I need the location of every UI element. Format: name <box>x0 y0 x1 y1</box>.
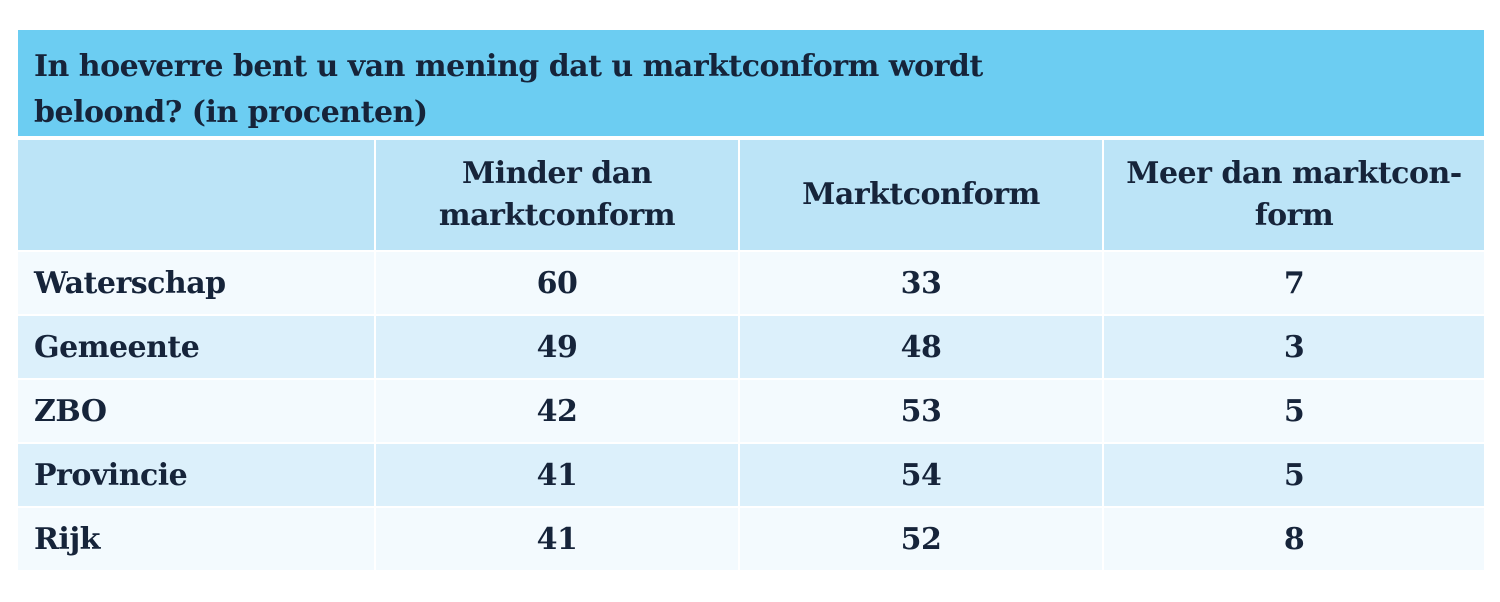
cell-value: 5 <box>1103 379 1484 443</box>
cell-value: 49 <box>375 315 739 379</box>
column-header-meer: Meer dan marktcon-form <box>1103 139 1484 251</box>
cell-value: 3 <box>1103 315 1484 379</box>
column-header-label: Minder dan marktconform <box>427 153 687 237</box>
table-card: In hoeverre bent u van mening dat u mark… <box>18 30 1484 570</box>
cell-value: 53 <box>739 379 1103 443</box>
title-bar: In hoeverre bent u van mening dat u mark… <box>18 30 1484 138</box>
cell-value: 60 <box>375 251 739 315</box>
cell-value: 48 <box>739 315 1103 379</box>
table-row: Waterschap 60 33 7 <box>18 251 1484 315</box>
row-label: Waterschap <box>18 251 375 315</box>
row-label: Rijk <box>18 507 375 570</box>
cell-value: 7 <box>1103 251 1484 315</box>
cell-value: 41 <box>375 507 739 570</box>
cell-value: 33 <box>739 251 1103 315</box>
cell-value: 41 <box>375 443 739 507</box>
column-header-label: Meer dan marktcon-form <box>1119 153 1469 237</box>
cell-value: 5 <box>1103 443 1484 507</box>
header-row: Minder dan marktconform Marktconform Mee… <box>18 139 1484 251</box>
cell-value: 8 <box>1103 507 1484 570</box>
table-row: Gemeente 49 48 3 <box>18 315 1484 379</box>
header-corner <box>18 139 375 251</box>
cell-value: 42 <box>375 379 739 443</box>
row-label: ZBO <box>18 379 375 443</box>
table-row: ZBO 42 53 5 <box>18 379 1484 443</box>
table-row: Rijk 41 52 8 <box>18 507 1484 570</box>
row-label: Gemeente <box>18 315 375 379</box>
table-row: Provincie 41 54 5 <box>18 443 1484 507</box>
cell-value: 54 <box>739 443 1103 507</box>
data-table: Minder dan marktconform Marktconform Mee… <box>18 138 1484 570</box>
row-label: Provincie <box>18 443 375 507</box>
column-header-label: Marktconform <box>802 174 1040 216</box>
table-title: In hoeverre bent u van mening dat u mark… <box>34 44 1114 136</box>
cell-value: 52 <box>739 507 1103 570</box>
column-header-marktconform: Marktconform <box>739 139 1103 251</box>
column-header-minder: Minder dan marktconform <box>375 139 739 251</box>
